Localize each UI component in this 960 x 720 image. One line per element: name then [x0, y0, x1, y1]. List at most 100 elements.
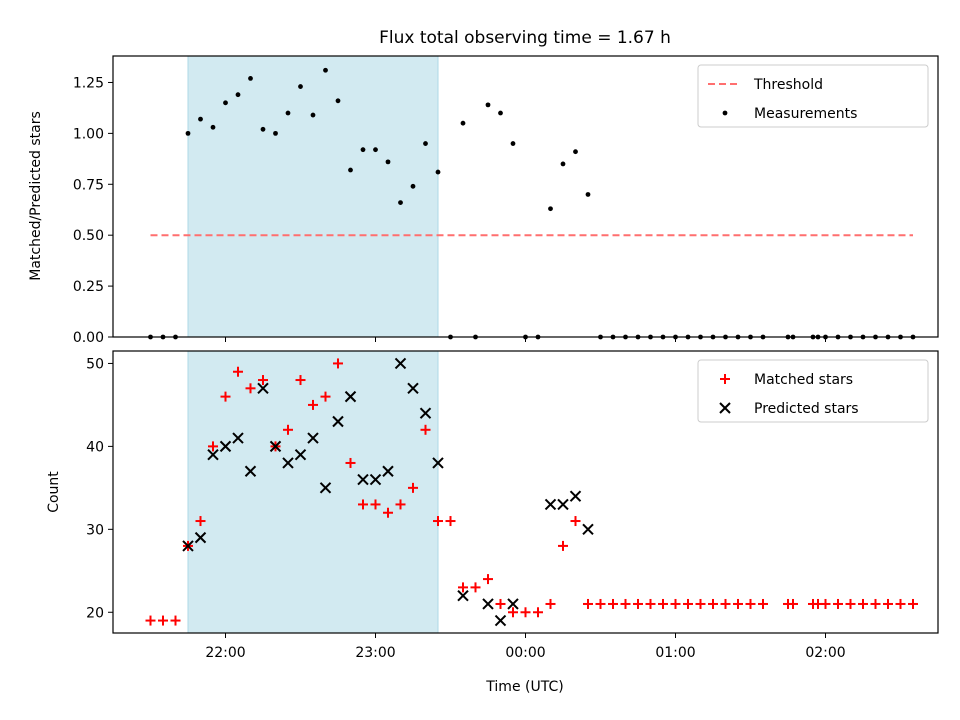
top-data-point: [285, 110, 291, 116]
matched-star-point: [820, 598, 831, 609]
legend-measurements-swatch: [722, 110, 728, 116]
matched-star-point: [708, 598, 718, 609]
predicted-star-b: [207, 448, 219, 461]
predicted-star-b: [482, 598, 494, 610]
predicted-star-b: [419, 407, 432, 419]
predicted-star-point: [232, 432, 244, 444]
matched-star-point: [283, 424, 293, 435]
matched-star-point: [545, 598, 556, 609]
matched-star-point: [495, 598, 506, 609]
top-y-tick-label: 1.25: [73, 75, 104, 91]
bottom-y-axis-label: Count: [46, 471, 62, 513]
predicted-star-point: [207, 448, 219, 461]
top-shaded-interval: [187, 55, 439, 338]
matched-star-point: [670, 598, 681, 609]
matched-star-point: [745, 598, 756, 609]
top-data-point: [260, 126, 266, 132]
predicted-star-point: [369, 473, 382, 486]
matched-star-point: [520, 607, 531, 618]
matched-star-point: [370, 499, 381, 510]
predicted-star-b: [294, 448, 307, 461]
matched-star-point: [570, 516, 581, 527]
matched-star-point: [445, 516, 456, 527]
matched-star-point: [733, 598, 743, 609]
bottom-plot-area: 20 30 40 50 22:00 23:00 00:00 01:00 02:00 Matched…: [86, 350, 939, 661]
matched-star-point: [245, 383, 256, 394]
predicted-star-b: [544, 498, 557, 511]
predicted-star-point: [407, 382, 419, 395]
matched-star-point: [258, 375, 268, 386]
matched-star-point: [895, 598, 906, 609]
matched-star-point: [395, 499, 406, 510]
predicted-star-point: [432, 457, 444, 469]
legend-predicted-swatch-b: [719, 402, 731, 414]
matched-star-point: [320, 391, 331, 402]
predicted-star-b: [369, 473, 382, 486]
matched-star-point: [220, 391, 231, 402]
predicted-star-point: [544, 498, 557, 511]
legend-entry-label: Predicted stars: [754, 401, 859, 417]
top-data-point: [548, 206, 553, 212]
predicted-star-b: [269, 440, 282, 453]
predicted-star-point: [182, 540, 194, 552]
bottom-shaded-interval: [187, 350, 439, 634]
top-data-point: [185, 130, 191, 136]
top-data-point: [560, 161, 566, 167]
top-plot-area: 0.00 0.25 0.50 0.75 1.00 1.25 Threshold Measure…: [73, 55, 939, 346]
matched-star-point: [595, 598, 606, 609]
predicted-star-point: [269, 440, 282, 453]
matched-star-point: [633, 598, 643, 609]
top-y-tick-label: 1.00: [73, 126, 104, 142]
top-data-point: [410, 183, 416, 189]
bottom-y-tick-label: 50: [86, 356, 104, 372]
top-legend-box: [697, 64, 929, 128]
bottom-x-tick-label: 02:00: [805, 645, 845, 661]
top-data-point: [585, 192, 591, 197]
predicted-star-point: [307, 432, 319, 444]
predicted-star-point: [357, 473, 369, 486]
predicted-star-point: [507, 598, 519, 610]
matched-star-point: [208, 441, 218, 452]
predicted-star-b: [232, 432, 244, 444]
matched-star-point: [145, 615, 156, 626]
top-data-point: [223, 100, 228, 106]
predicted-star-point: [194, 531, 207, 544]
matched-star-point: [858, 598, 868, 609]
matched-star-point: [383, 507, 393, 518]
predicted-star-b: [307, 432, 319, 444]
predicted-star-b: [282, 457, 294, 469]
predicted-star-b: [344, 390, 357, 403]
matched-star-point: [658, 598, 668, 609]
top-data-point: [235, 92, 241, 98]
predicted-star-point: [282, 457, 294, 469]
predicted-star-point: [457, 589, 469, 602]
bottom-x-tick-label: 01:00: [655, 645, 695, 661]
predicted-star-b: [332, 415, 344, 428]
bottom-y-tick-label: 40: [86, 439, 104, 455]
matched-star-point: [883, 598, 893, 609]
predicted-star-point: [494, 614, 507, 627]
top-data-point: [198, 116, 203, 122]
predicted-star-point: [582, 523, 594, 536]
matched-star-point: [558, 540, 568, 551]
top-data-point: [573, 149, 578, 155]
predicted-star-b: [494, 614, 507, 627]
predicted-star-point: [382, 465, 394, 477]
matched-star-point: [508, 607, 518, 618]
matched-star-point: [683, 598, 693, 609]
top-legend: Threshold Measurements: [697, 64, 929, 128]
top-data-point: [435, 169, 441, 175]
predicted-star-b: [182, 540, 194, 552]
matched-star-point: [458, 582, 468, 593]
predicted-star-b: [582, 523, 594, 536]
matched-star-point: [583, 598, 593, 609]
predicted-star-point: [257, 382, 269, 395]
top-y-tick-label: 0.50: [73, 228, 104, 244]
matched-star-point: [845, 598, 856, 609]
predicted-star-point: [482, 598, 494, 610]
matched-star-point: [870, 598, 881, 609]
matched-star-point: [645, 598, 656, 609]
bottom-x-tick-label: 23:00: [355, 645, 395, 661]
predicted-star-b: [407, 382, 419, 395]
top-y-tick-label: 0.75: [73, 177, 104, 193]
